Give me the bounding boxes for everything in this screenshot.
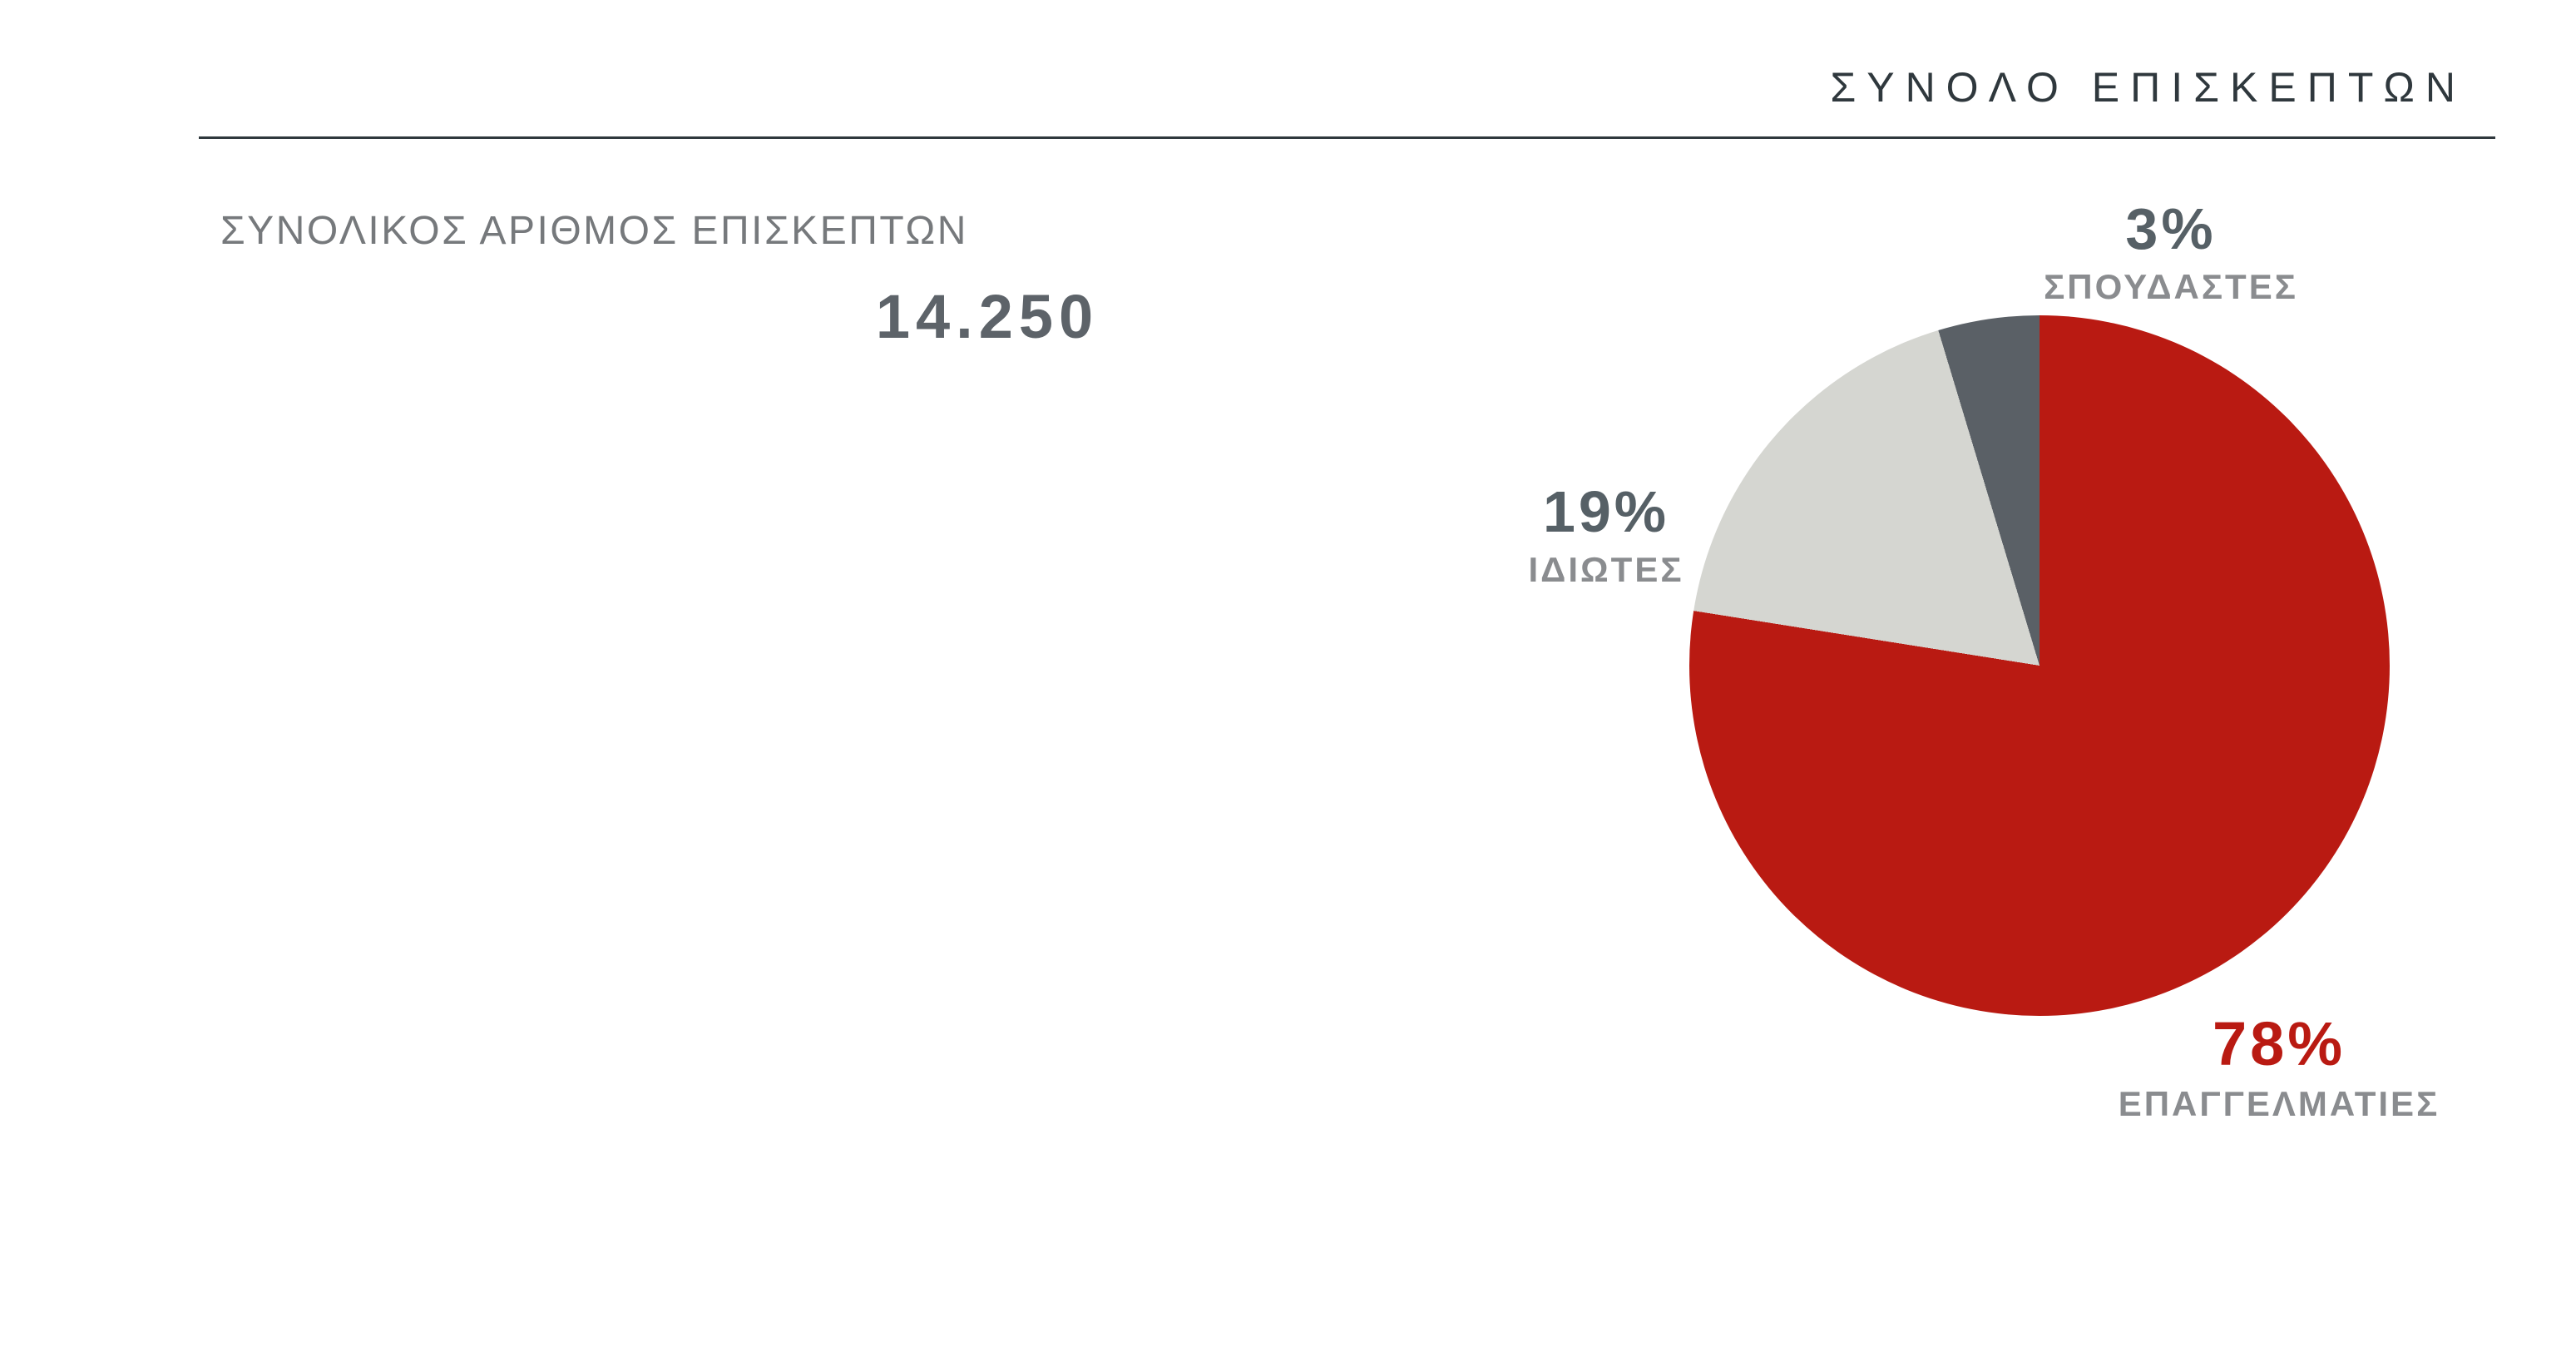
slice-name-students: ΣΠΟΥΔΑΣΤΕΣ xyxy=(2044,267,2298,306)
slice-label-private: 19% ΙΔΙΩΤΕΣ xyxy=(1528,483,1684,587)
pie-chart xyxy=(1689,315,2390,1016)
slice-pct-private: 19% xyxy=(1542,479,1670,544)
slice-pct-professionals: 78% xyxy=(2212,1009,2346,1078)
total-visitors-label: ΣΥΝΟΛΙΚΟΣ ΑΡΙΘΜΟΣ ΕΠΙΣΚΕΠΤΩΝ xyxy=(220,209,968,253)
page-title: ΣΥΝΟΛΟ ΕΠΙΣΚΕΠΤΩΝ xyxy=(1830,64,2466,111)
total-visitors-value: 14.250 xyxy=(875,282,1100,351)
slice-label-professionals: 78% ΕΠΑΓΓΕΛΜΑΤΙΕΣ xyxy=(2119,1013,2440,1122)
header-divider xyxy=(199,136,2495,139)
slice-label-students: 3% ΣΠΟΥΔΑΣΤΕΣ xyxy=(2044,200,2298,305)
slice-name-private: ΙΔΙΩΤΕΣ xyxy=(1528,550,1684,589)
slice-pct-students: 3% xyxy=(2125,196,2217,261)
slice-name-professionals: ΕΠΑΓΓΕΛΜΑΤΙΕΣ xyxy=(2118,1084,2440,1123)
